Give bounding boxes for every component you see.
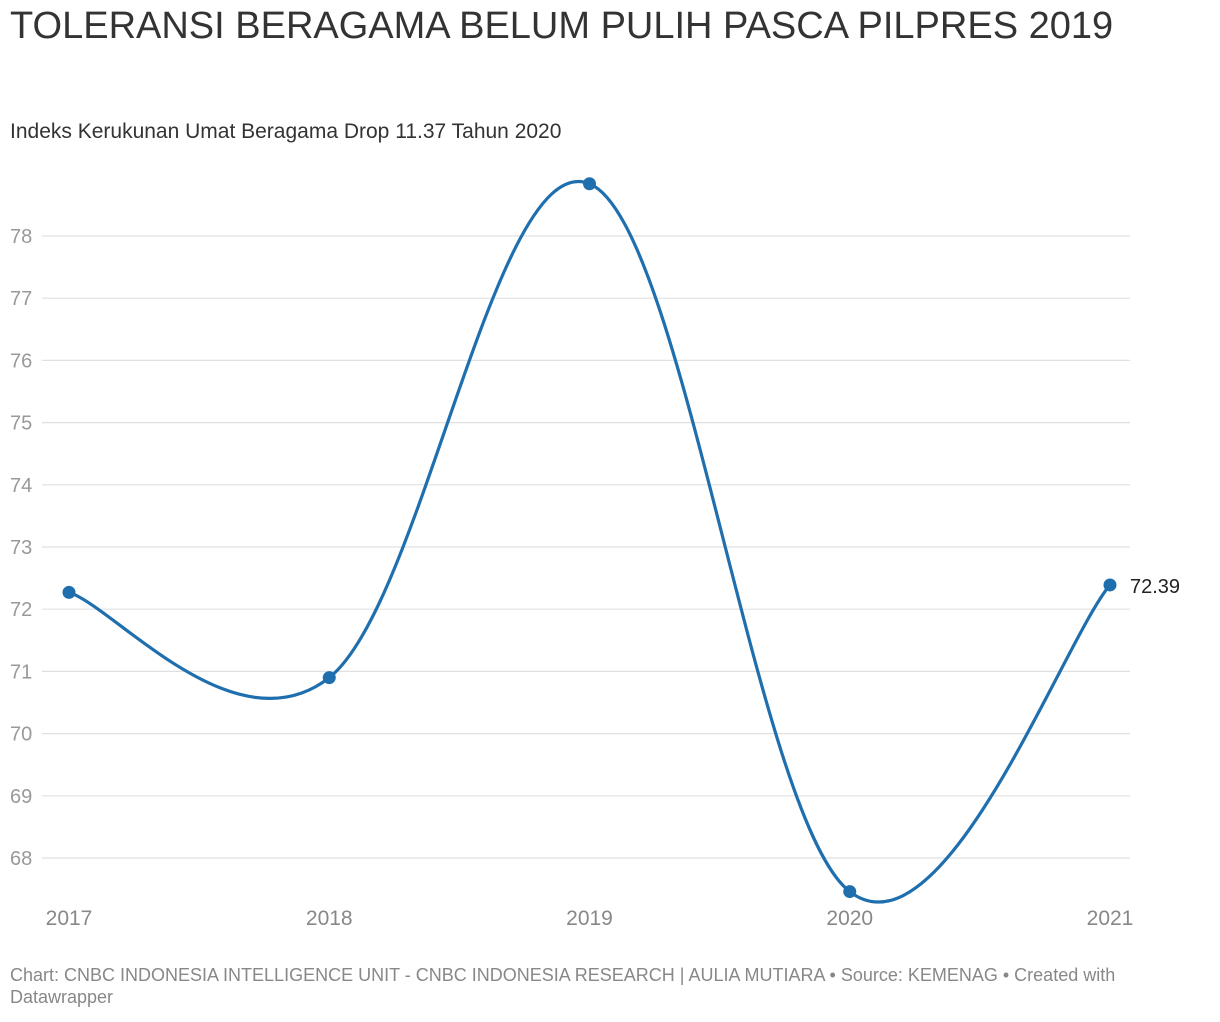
- y-tick-label: 77: [10, 288, 32, 310]
- y-tick-label: 78: [10, 226, 32, 248]
- y-tick-label: 70: [10, 724, 32, 746]
- data-points: [62, 177, 1117, 899]
- data-point-2019: [583, 177, 596, 191]
- y-tick-label: 73: [10, 537, 32, 559]
- chart-footer-credit: Chart: CNBC INDONESIA INTELLIGENCE UNIT …: [10, 965, 1116, 1007]
- x-tick-label: 2017: [46, 907, 93, 930]
- series-line: [67, 179, 1112, 904]
- data-point-2020: [843, 885, 857, 899]
- data-point-2017: [62, 585, 76, 599]
- x-tick-label: 2019: [566, 907, 613, 930]
- y-tick-label: 75: [10, 413, 32, 435]
- x-tick-label: 2021: [1087, 907, 1134, 930]
- y-tick-label: 74: [10, 475, 32, 497]
- y-tick-label: 71: [10, 661, 32, 683]
- y-tick-label: 76: [10, 350, 32, 372]
- chart-subtitle: Indeks Kerukunan Umat Beragama Drop 11.3…: [10, 120, 562, 143]
- data-point-2021: [1103, 578, 1117, 592]
- end-value-label: 72.39: [1130, 576, 1180, 598]
- x-tick-label: 2018: [306, 907, 353, 930]
- y-axis-ticks: 68 69 70 71 72 73 74 75 76 77 78: [10, 226, 32, 870]
- data-point-2018: [322, 671, 336, 685]
- y-tick-label: 69: [10, 786, 32, 808]
- x-tick-label: 2020: [826, 907, 873, 930]
- y-tick-label: 68: [10, 848, 32, 870]
- y-tick-label: 72: [10, 599, 32, 621]
- gridlines: [42, 235, 1130, 859]
- x-axis-ticks: 2017 2018 2019 2020 2021: [46, 907, 1134, 930]
- chart-title: TOLERANSI BERAGAMA BELUM PULIH PASCA PIL…: [10, 5, 1114, 47]
